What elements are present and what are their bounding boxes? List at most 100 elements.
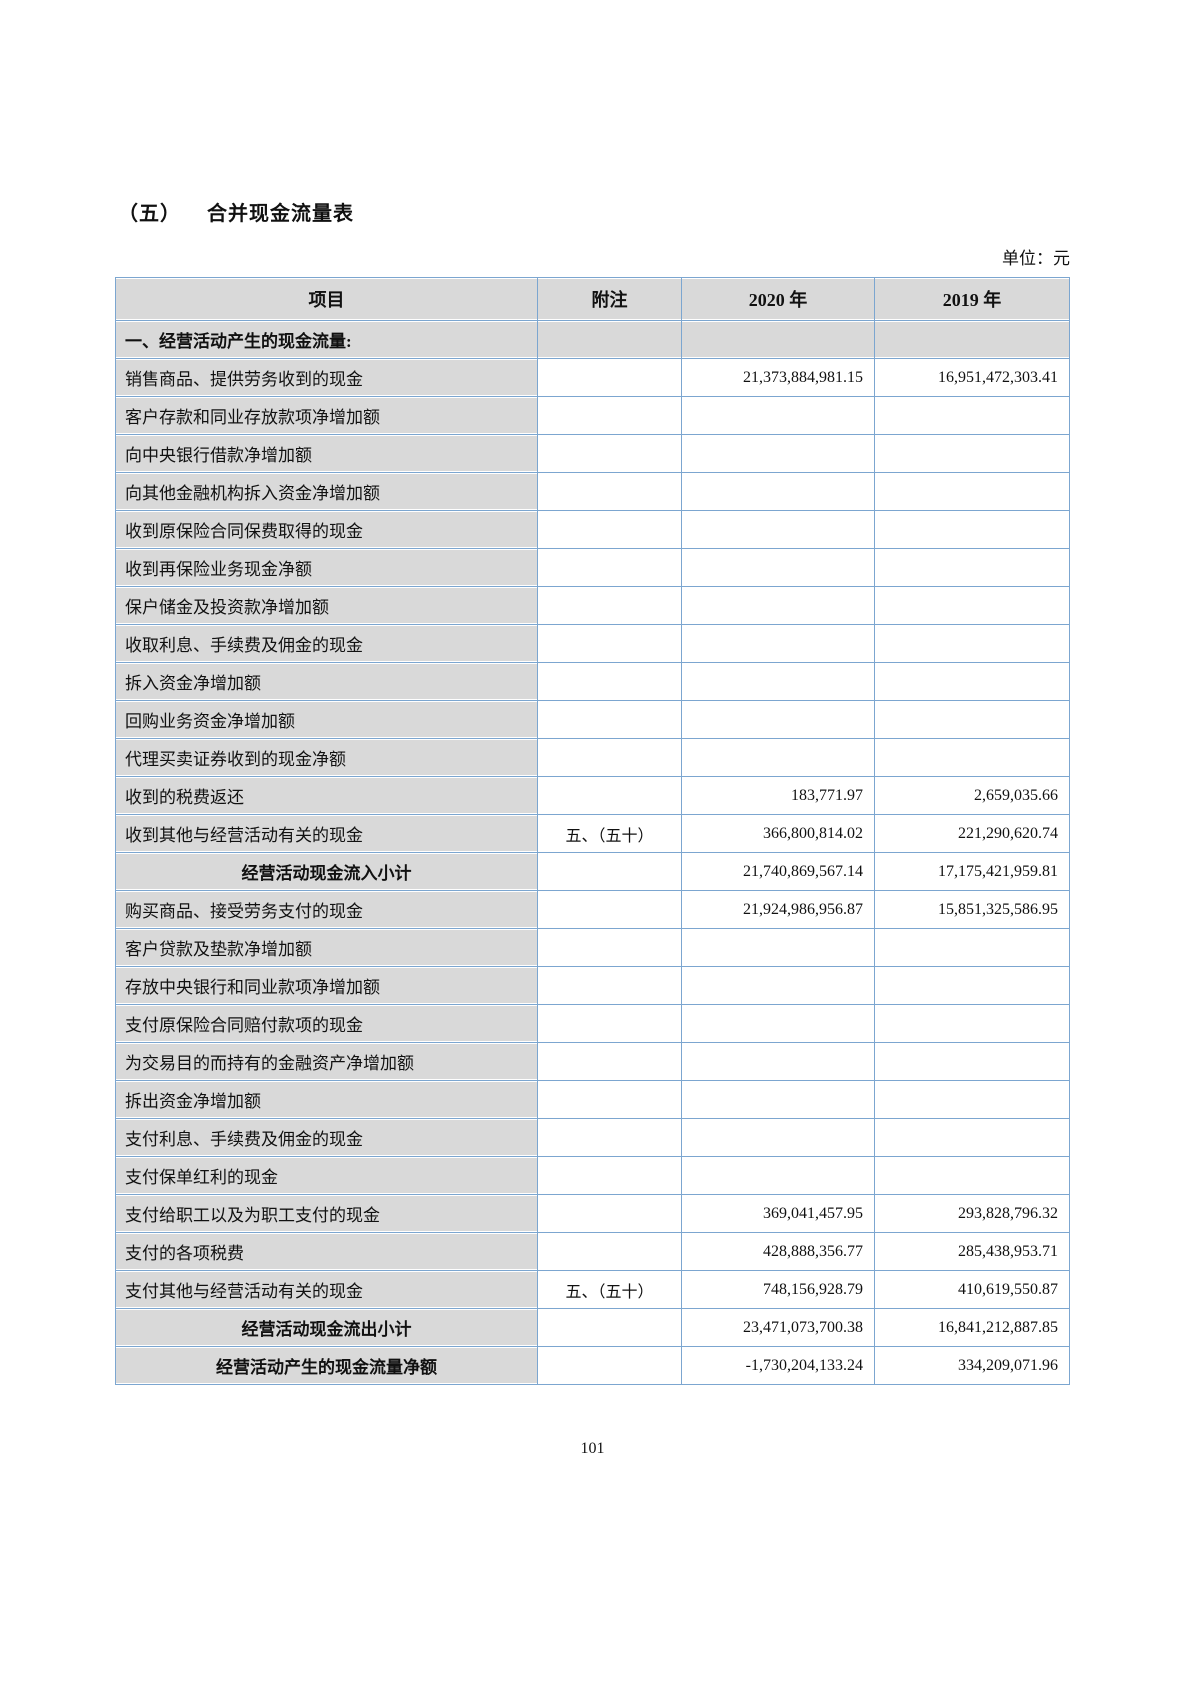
row-item-label: 支付其他与经营活动有关的现金	[115, 1271, 538, 1309]
column-header-2019: 2019 年	[875, 277, 1070, 321]
row-item-label: 经营活动现金流出小计	[115, 1309, 538, 1347]
row-note	[538, 1347, 682, 1385]
row-value-2020	[682, 549, 875, 587]
row-value-2020	[682, 473, 875, 511]
page-title-text: 合并现金流量表	[207, 203, 354, 225]
row-note	[538, 587, 682, 625]
table-row: 收到再保险业务现金净额	[115, 549, 1070, 587]
row-value-2019	[875, 929, 1070, 967]
row-item-label: 客户贷款及垫款净增加额	[115, 929, 538, 967]
row-item-label: 存放中央银行和同业款项净增加额	[115, 967, 538, 1005]
row-item-label: 向其他金融机构拆入资金净增加额	[115, 473, 538, 511]
row-note	[538, 397, 682, 435]
row-value-2020: 366,800,814.02	[682, 815, 875, 853]
row-value-2019: 15,851,325,586.95	[875, 891, 1070, 929]
table-row: 收到的税费返还 183,771.97 2,659,035.66	[115, 777, 1070, 815]
row-value-2019	[875, 321, 1070, 359]
row-note	[538, 549, 682, 587]
table-row: 为交易目的而持有的金融资产净增加额	[115, 1043, 1070, 1081]
table-row: 一、经营活动产生的现金流量:	[115, 321, 1070, 359]
table-row: 存放中央银行和同业款项净增加额	[115, 967, 1070, 1005]
column-header-note: 附注	[538, 277, 682, 321]
row-value-2020	[682, 511, 875, 549]
table-row: 支付保单红利的现金	[115, 1157, 1070, 1195]
row-value-2019	[875, 625, 1070, 663]
row-value-2020	[682, 701, 875, 739]
page-number: 101	[580, 1440, 605, 1457]
row-note	[538, 739, 682, 777]
row-value-2019: 285,438,953.71	[875, 1233, 1070, 1271]
row-value-2020: 21,740,869,567.14	[682, 853, 875, 891]
row-note	[538, 1081, 682, 1119]
row-value-2019: 16,841,212,887.85	[875, 1309, 1070, 1347]
row-item-label: 向中央银行借款净增加额	[115, 435, 538, 473]
row-item-label: 支付保单红利的现金	[115, 1157, 538, 1195]
row-note	[538, 1043, 682, 1081]
row-item-label: 销售商品、提供劳务收到的现金	[115, 359, 538, 397]
row-value-2019	[875, 397, 1070, 435]
table-row: 拆入资金净增加额	[115, 663, 1070, 701]
row-item-label: 支付给职工以及为职工支付的现金	[115, 1195, 538, 1233]
row-value-2019	[875, 511, 1070, 549]
row-value-2019	[875, 1043, 1070, 1081]
row-value-2020	[682, 435, 875, 473]
table-row: 收到原保险合同保费取得的现金	[115, 511, 1070, 549]
row-note	[538, 663, 682, 701]
column-header-item: 项目	[115, 277, 538, 321]
row-value-2019	[875, 1157, 1070, 1195]
row-note	[538, 929, 682, 967]
row-note	[538, 359, 682, 397]
row-note	[538, 1195, 682, 1233]
row-item-label: 经营活动现金流入小计	[115, 853, 538, 891]
row-item-label: 收到原保险合同保费取得的现金	[115, 511, 538, 549]
row-value-2019	[875, 473, 1070, 511]
row-value-2020	[682, 587, 875, 625]
row-value-2020: 428,888,356.77	[682, 1233, 875, 1271]
row-value-2020	[682, 1119, 875, 1157]
row-value-2019	[875, 967, 1070, 1005]
row-item-label: 一、经营活动产生的现金流量:	[115, 321, 538, 359]
row-note	[538, 625, 682, 663]
cash-flow-statement-table: 项目 附注 2020 年 2019 年 一、经营活动产生的现金流量: 销售商品、提…	[115, 277, 1070, 1385]
page-title: （五） 合并现金流量表	[118, 197, 354, 226]
row-item-label: 支付的各项税费	[115, 1233, 538, 1271]
table-row: 购买商品、接受劳务支付的现金 21,924,986,956.87 15,851,32…	[115, 891, 1070, 929]
row-item-label: 为交易目的而持有的金融资产净增加额	[115, 1043, 538, 1081]
row-note	[538, 1309, 682, 1347]
row-item-label: 代理买卖证券收到的现金净额	[115, 739, 538, 777]
table-row: 客户贷款及垫款净增加额	[115, 929, 1070, 967]
row-note	[538, 1119, 682, 1157]
row-value-2019	[875, 1005, 1070, 1043]
row-value-2019	[875, 739, 1070, 777]
row-value-2020: 183,771.97	[682, 777, 875, 815]
row-value-2019: 221,290,620.74	[875, 815, 1070, 853]
row-value-2019	[875, 663, 1070, 701]
table-row: 支付的各项税费 428,888,356.77 285,438,953.71	[115, 1233, 1070, 1271]
table-row: 收到其他与经营活动有关的现金 五、（五十） 366,800,814.02 221,29…	[115, 815, 1070, 853]
row-note	[538, 701, 682, 739]
table-row: 经营活动现金流入小计 21,740,869,567.14 17,175,421,95…	[115, 853, 1070, 891]
row-item-label: 保户储金及投资款净增加额	[115, 587, 538, 625]
row-value-2019: 293,828,796.32	[875, 1195, 1070, 1233]
row-note	[538, 853, 682, 891]
row-note	[538, 1233, 682, 1271]
row-note: 五、（五十）	[538, 815, 682, 853]
table-row: 支付原保险合同赔付款项的现金	[115, 1005, 1070, 1043]
row-value-2020: 21,373,884,981.15	[682, 359, 875, 397]
table-row: 保户储金及投资款净增加额	[115, 587, 1070, 625]
row-value-2019: 16,951,472,303.41	[875, 359, 1070, 397]
row-value-2020: 369,041,457.95	[682, 1195, 875, 1233]
table-row: 回购业务资金净增加额	[115, 701, 1070, 739]
row-item-label: 收到其他与经营活动有关的现金	[115, 815, 538, 853]
table-row: 向中央银行借款净增加额	[115, 435, 1070, 473]
row-item-label: 收到再保险业务现金净额	[115, 549, 538, 587]
table-row: 经营活动现金流出小计 23,471,073,700.38 16,841,212,88…	[115, 1309, 1070, 1347]
row-value-2019	[875, 587, 1070, 625]
row-value-2019	[875, 1119, 1070, 1157]
row-item-label: 购买商品、接受劳务支付的现金	[115, 891, 538, 929]
row-note	[538, 321, 682, 359]
table-row: 经营活动产生的现金流量净额 -1,730,204,133.24 334,209,07…	[115, 1347, 1070, 1385]
row-value-2020	[682, 739, 875, 777]
row-item-label: 收取利息、手续费及佣金的现金	[115, 625, 538, 663]
row-value-2019: 410,619,550.87	[875, 1271, 1070, 1309]
